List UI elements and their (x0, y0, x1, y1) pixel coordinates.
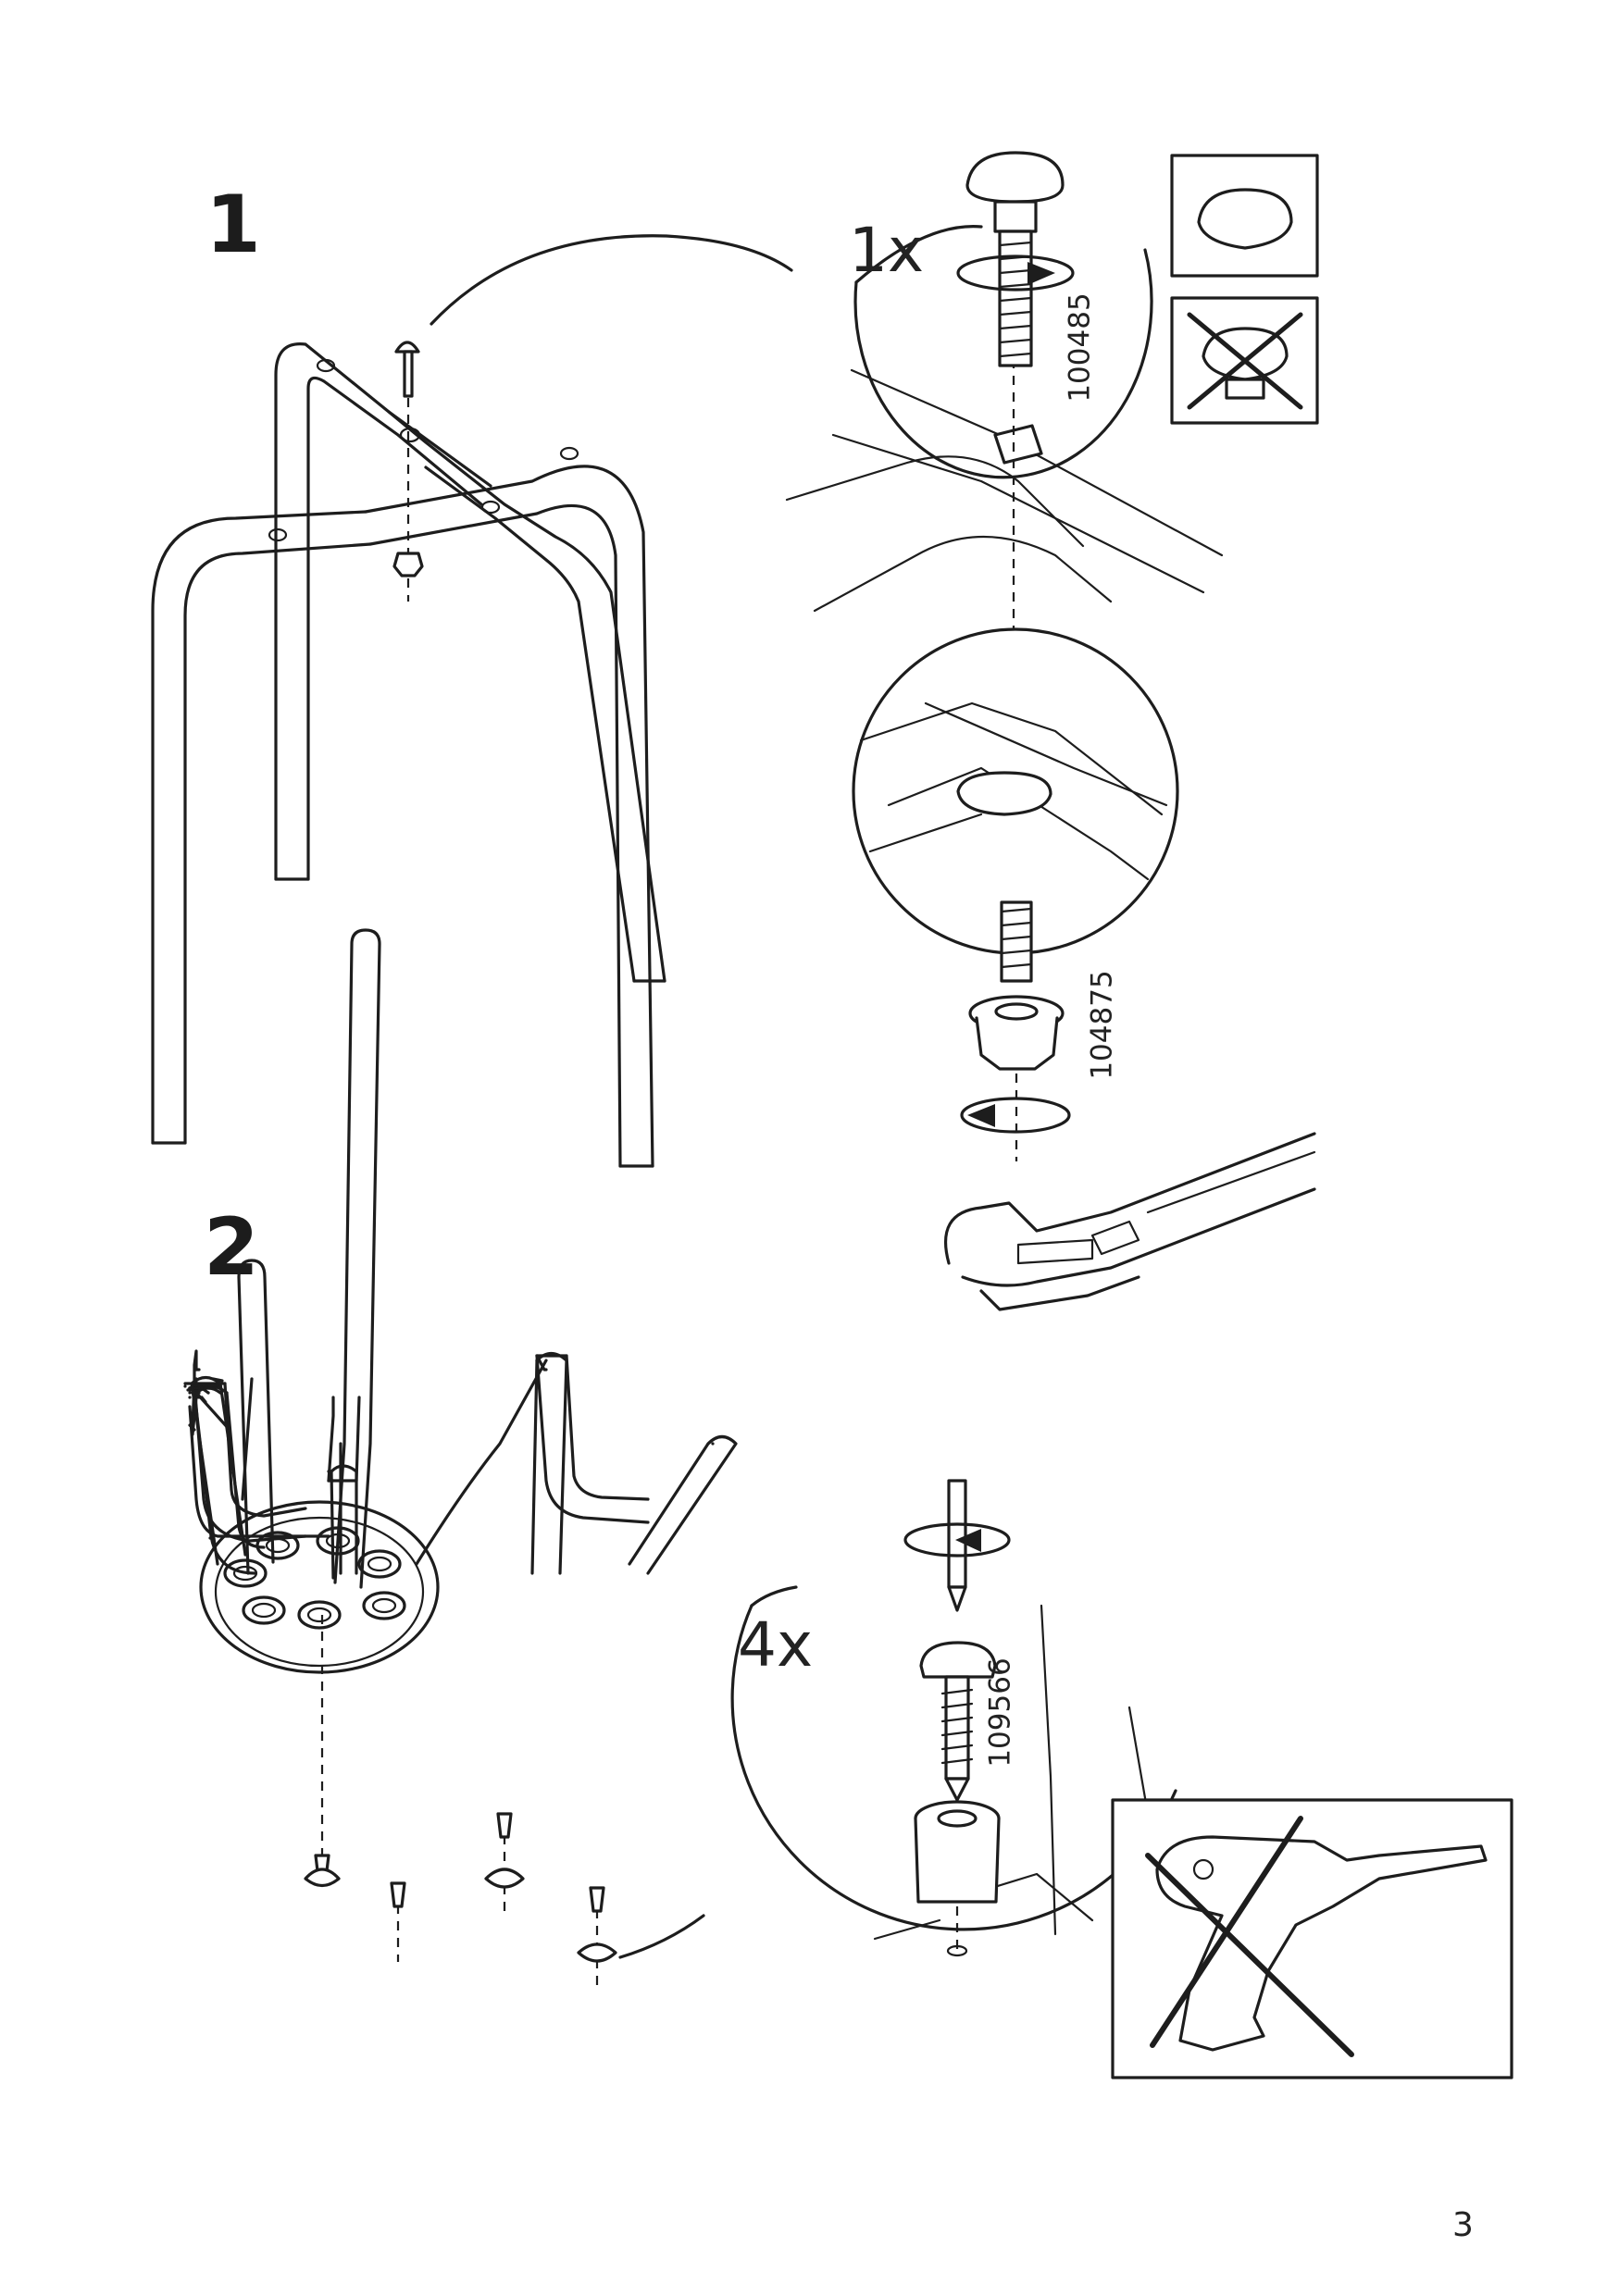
step1-detail-lower (852, 627, 1179, 983)
stool-leg-c (530, 1351, 568, 1575)
part-number-104875: 104875 (1085, 970, 1119, 1080)
screw-icon (919, 1641, 997, 1802)
nut-icon (968, 995, 1065, 1161)
rotate-arrow-icon (956, 254, 1075, 292)
no-power-drill-icon (1111, 1798, 1513, 2079)
page-number: 3 (1452, 2206, 1474, 2244)
stool-inverted-step2 (188, 928, 650, 1674)
step1-detail-upper (785, 225, 1224, 629)
stool-leg-b (327, 1464, 358, 1580)
frame-screws-step2 (304, 1615, 617, 1990)
step-number-2: 2 (204, 1201, 259, 1294)
correct-bolt-head-icon (1170, 154, 1319, 278)
wrench-icon (944, 1132, 1316, 1311)
rotate-arrow-icon (960, 1097, 1071, 1134)
stool-leg-d (628, 1434, 738, 1575)
carriage-bolt-icon (965, 151, 1065, 367)
screwdriver-icon (903, 1479, 1011, 1612)
step2-detail (618, 1585, 1177, 1959)
part-number-109566: 109566 (983, 1657, 1017, 1768)
stool-frame-step1 (151, 234, 793, 1168)
quantity-1x: 1x (849, 215, 925, 286)
part-number-100485: 100485 (1063, 292, 1097, 403)
quantity-4x: 4x (738, 1609, 814, 1681)
step-number-1: 1 (205, 179, 261, 271)
spacer-icon (914, 1800, 1001, 1957)
stool-leg-a (188, 1375, 247, 1566)
wrong-bolt-head-icon (1170, 296, 1319, 425)
